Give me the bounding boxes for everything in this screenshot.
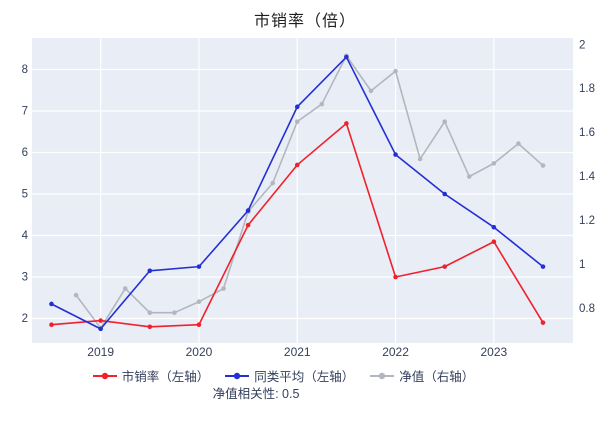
right-axis-tick-label: 1.4 bbox=[579, 171, 596, 183]
x-axis-year-label: 2021 bbox=[284, 345, 311, 359]
data-point-gray bbox=[417, 156, 423, 162]
left-axis-tick-label: 2 bbox=[22, 313, 28, 325]
left-axis-tick-label: 7 bbox=[22, 106, 28, 118]
data-point-red bbox=[393, 274, 398, 280]
data-point-gray bbox=[196, 299, 202, 305]
left-axis-tick-label: 8 bbox=[22, 64, 28, 76]
plot-area: 2 3 4 5 6 7 8 0.8 1 1.2 1.4 1.6 1.8 2 2019 2020 2021 2022… bbox=[22, 38, 596, 359]
legend-marker-icon bbox=[92, 372, 117, 379]
data-point-red bbox=[442, 264, 448, 269]
data-point-blue bbox=[294, 104, 300, 110]
series-line-gray bbox=[75, 54, 544, 329]
data-point-red bbox=[540, 320, 546, 325]
left-axis-tick-label: 6 bbox=[22, 147, 28, 159]
data-point-gray bbox=[393, 68, 398, 74]
data-point-blue bbox=[442, 191, 448, 197]
data-point-gray bbox=[147, 310, 153, 315]
data-point-gray bbox=[466, 174, 472, 179]
legend-marker-icon bbox=[370, 372, 395, 379]
right-axis-tick-label: 2 bbox=[579, 39, 585, 51]
x-axis-year-label: 2019 bbox=[87, 345, 114, 359]
plot-background bbox=[32, 38, 573, 343]
data-point-red bbox=[294, 162, 300, 168]
left-axis-tick-label: 4 bbox=[22, 230, 29, 242]
data-point-gray bbox=[73, 292, 79, 298]
correlation-footnote: 净值相关性: 0.5 bbox=[212, 387, 300, 401]
chart-title: 市销率（倍） bbox=[253, 13, 356, 30]
left-axis-tick-label: 5 bbox=[22, 189, 28, 201]
data-point-blue bbox=[393, 152, 398, 157]
right-axis-tick-label: 1.2 bbox=[579, 215, 595, 227]
x-axis-year-label: 2020 bbox=[186, 345, 213, 359]
legend-label: 市销率（左轴） bbox=[121, 370, 210, 384]
data-point-gray bbox=[368, 88, 374, 94]
data-point-red bbox=[491, 239, 497, 245]
data-point-red bbox=[245, 222, 251, 228]
data-point-gray bbox=[172, 310, 177, 315]
data-point-red bbox=[196, 322, 202, 328]
legend-item-red[interactable]: 市销率（左轴） bbox=[92, 366, 210, 385]
data-point-blue bbox=[540, 264, 546, 269]
right-axis-tick-label: 1.6 bbox=[579, 127, 595, 139]
data-point-red bbox=[344, 121, 349, 126]
data-point-gray bbox=[122, 286, 128, 291]
legend-item-gray[interactable]: 净值（右轴） bbox=[369, 366, 474, 385]
data-point-gray bbox=[491, 161, 497, 166]
legend-item-blue[interactable]: 同类平均（左轴） bbox=[224, 366, 354, 385]
right-axis-tick-label: 0.8 bbox=[579, 303, 595, 315]
right-axis-tick-label: 1.8 bbox=[579, 83, 595, 95]
data-point-gray bbox=[221, 286, 226, 291]
x-axis-year-label: 2023 bbox=[480, 345, 507, 359]
legend: 市销率（左轴） 同类平均（左轴） 净值（右轴） bbox=[0, 366, 566, 385]
data-point-red bbox=[147, 324, 153, 330]
data-point-gray bbox=[319, 101, 325, 107]
data-point-blue bbox=[344, 54, 349, 60]
x-axis-year-label: 2022 bbox=[382, 345, 409, 359]
legend-label: 净值（右轴） bbox=[399, 370, 475, 384]
right-axis-tick-label: 1 bbox=[579, 259, 585, 271]
data-point-gray bbox=[442, 119, 448, 124]
data-point-blue bbox=[49, 301, 54, 307]
data-point-red bbox=[49, 322, 54, 328]
left-axis-tick-label: 3 bbox=[22, 272, 28, 284]
data-point-gray bbox=[516, 141, 521, 146]
data-point-blue bbox=[196, 264, 202, 269]
data-point-blue bbox=[245, 208, 251, 213]
data-point-gray bbox=[540, 163, 546, 168]
data-point-gray bbox=[294, 119, 300, 124]
data-point-red bbox=[98, 318, 103, 323]
data-point-gray bbox=[270, 180, 275, 186]
data-point-blue bbox=[147, 268, 153, 274]
legend-marker-icon bbox=[225, 372, 250, 379]
legend-label: 同类平均（左轴） bbox=[254, 370, 355, 384]
data-point-blue bbox=[491, 224, 497, 230]
data-point-blue bbox=[98, 326, 103, 332]
